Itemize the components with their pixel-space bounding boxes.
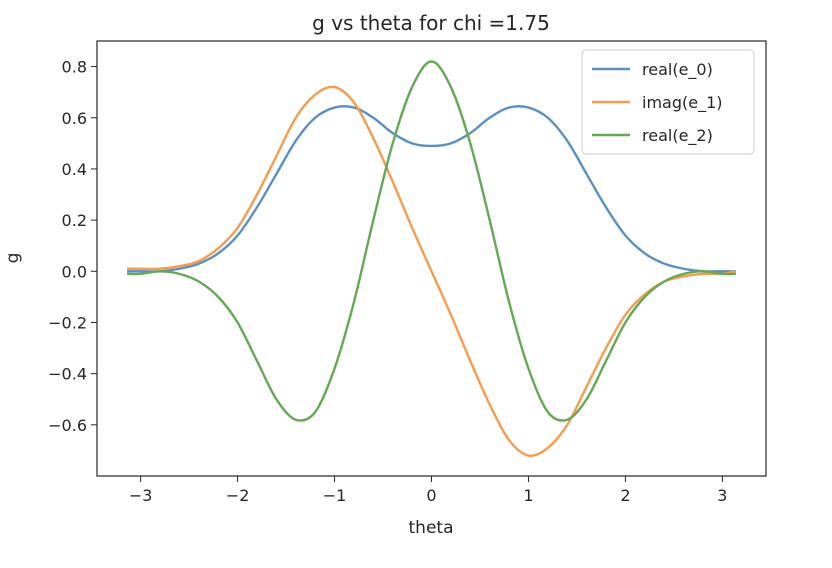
series-line-3 xyxy=(127,60,736,422)
x-tick-label: −1 xyxy=(323,486,347,505)
chart-title: g vs theta for chi =1.75 xyxy=(312,11,550,35)
y-tick-label: 0.4 xyxy=(62,160,87,179)
y-tick-label: −0.6 xyxy=(48,416,87,435)
y-tick-label: 0.2 xyxy=(62,211,87,230)
y-tick-label: 0.8 xyxy=(62,58,87,77)
x-tick-label: 1 xyxy=(523,486,533,505)
x-axis-ticks: −3 −2 −1 0 1 2 3 xyxy=(129,476,727,505)
legend: real(e_0) imag(e_1) real(e_2) xyxy=(581,49,755,155)
y-axis-label: g xyxy=(3,253,23,264)
series-line-2 xyxy=(127,85,737,457)
y-tick-label: 0.0 xyxy=(62,262,87,281)
x-tick-label: −3 xyxy=(129,486,153,505)
legend-box xyxy=(581,49,755,155)
y-tick-label: −0.4 xyxy=(48,365,87,384)
x-tick-label: 2 xyxy=(620,486,630,505)
series-line-1 xyxy=(127,105,736,273)
series-layer xyxy=(127,60,737,457)
legend-label: imag(e_1) xyxy=(642,93,723,113)
legend-label: real(e_0) xyxy=(642,60,713,80)
x-axis-label: theta xyxy=(409,518,454,538)
y-axis-ticks: −0.6 −0.4 −0.2 0.0 0.2 0.4 0.6 0.8 xyxy=(48,58,97,435)
y-tick-label: 0.6 xyxy=(62,109,87,128)
x-tick-label: 3 xyxy=(717,486,727,505)
x-tick-label: 0 xyxy=(426,486,436,505)
legend-label: real(e_2) xyxy=(642,126,713,146)
x-tick-label: −2 xyxy=(226,486,250,505)
y-tick-label: −0.2 xyxy=(48,313,87,332)
